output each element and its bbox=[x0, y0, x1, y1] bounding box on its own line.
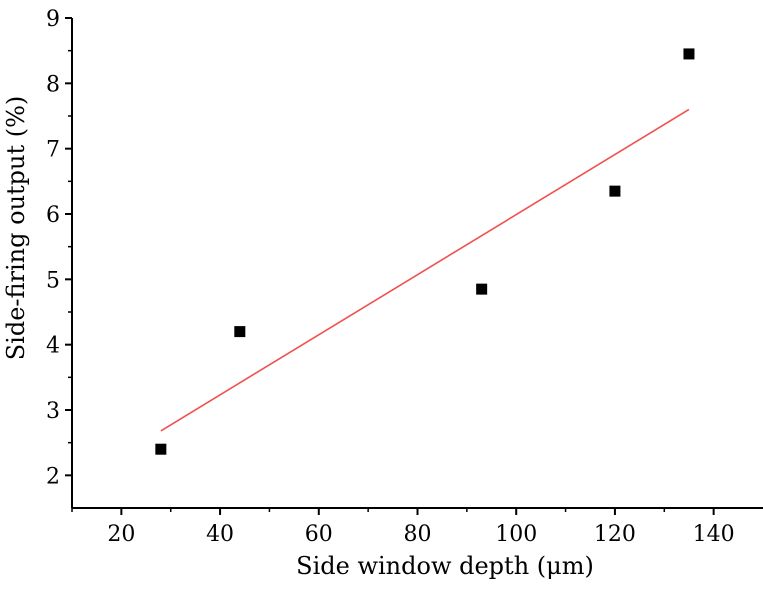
x-ticks: 20 40 60 80 100 120 140 bbox=[71, 508, 735, 547]
x-tick-label: 100 bbox=[495, 522, 537, 547]
y-tick-label: 9 bbox=[46, 7, 60, 32]
y-axis-title: Side-firing output (%) bbox=[2, 96, 30, 361]
y-tick-label: 7 bbox=[46, 138, 60, 163]
x-tick-label: 40 bbox=[206, 522, 234, 547]
y-tick-label: 8 bbox=[46, 72, 60, 97]
x-axis-title: Side window depth (μm) bbox=[296, 552, 594, 580]
x-tick-label: 60 bbox=[305, 522, 333, 547]
x-tick-label: 120 bbox=[594, 522, 636, 547]
x-tick-label: 80 bbox=[404, 522, 432, 547]
data-points bbox=[155, 48, 695, 455]
y-ticks: 2 3 4 5 6 7 8 9 bbox=[46, 7, 72, 489]
fit-line-layer bbox=[160, 108, 690, 432]
data-point bbox=[609, 185, 621, 197]
x-tick-label: 20 bbox=[107, 522, 135, 547]
data-point bbox=[234, 326, 246, 338]
y-tick-label: 2 bbox=[46, 464, 60, 489]
data-point bbox=[683, 48, 695, 60]
axes bbox=[71, 18, 763, 509]
data-point bbox=[476, 283, 488, 295]
y-tick-label: 6 bbox=[46, 203, 60, 228]
y-tick-label: 5 bbox=[46, 268, 60, 293]
x-tick-label: 140 bbox=[693, 522, 735, 547]
y-tick-label: 3 bbox=[46, 399, 60, 424]
data-point bbox=[155, 443, 167, 455]
y-tick-label: 4 bbox=[46, 334, 60, 359]
fit-line bbox=[160, 108, 690, 432]
